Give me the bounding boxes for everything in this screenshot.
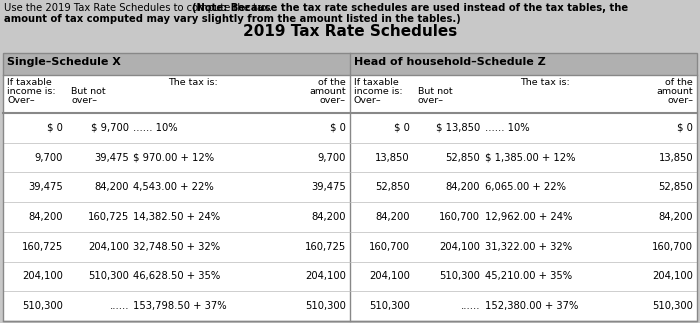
Text: 204,100: 204,100	[369, 271, 410, 281]
Text: 510,300: 510,300	[305, 301, 346, 311]
Text: 510,300: 510,300	[439, 271, 480, 281]
Text: amount: amount	[657, 87, 693, 96]
Text: income is:: income is:	[354, 87, 402, 96]
Text: of the: of the	[318, 78, 346, 87]
Text: But not: But not	[71, 87, 106, 96]
Text: (Note: Because the tax rate schedules are used instead of the tax tables, the: (Note: Because the tax rate schedules ar…	[193, 3, 629, 13]
Text: $ 0: $ 0	[47, 123, 63, 133]
Text: 13,850: 13,850	[375, 152, 410, 162]
Text: income is:: income is:	[7, 87, 55, 96]
Text: 160,700: 160,700	[652, 242, 693, 252]
Text: 510,300: 510,300	[88, 271, 129, 281]
Text: $ 9,700: $ 9,700	[91, 123, 129, 133]
Text: amount: amount	[309, 87, 346, 96]
Text: 204,100: 204,100	[88, 242, 129, 252]
Text: 84,200: 84,200	[445, 182, 480, 192]
Text: $ 0: $ 0	[330, 123, 346, 133]
Text: 204,100: 204,100	[439, 242, 480, 252]
Text: over–: over–	[71, 96, 97, 105]
Text: 2019 Tax Rate Schedules: 2019 Tax Rate Schedules	[243, 24, 457, 39]
Text: $ 13,850: $ 13,850	[435, 123, 480, 133]
Text: 39,475: 39,475	[28, 182, 63, 192]
Text: amount of tax computed may vary slightly from the amount listed in the tables.): amount of tax computed may vary slightly…	[4, 14, 461, 24]
Text: 52,850: 52,850	[658, 182, 693, 192]
Text: ......: ......	[461, 301, 480, 311]
Text: 160,700: 160,700	[439, 212, 480, 222]
Text: $ 0: $ 0	[394, 123, 410, 133]
Text: 9,700: 9,700	[34, 152, 63, 162]
Text: Use the 2019 Tax Rate Schedules to compute the tax.: Use the 2019 Tax Rate Schedules to compu…	[4, 3, 275, 13]
Text: over–: over–	[418, 96, 444, 105]
Text: $ 970.00 + 12%: $ 970.00 + 12%	[133, 152, 214, 162]
Text: 84,200: 84,200	[94, 182, 129, 192]
Text: Over–: Over–	[7, 96, 34, 105]
Text: The tax is:: The tax is:	[168, 78, 218, 87]
Text: 84,200: 84,200	[312, 212, 346, 222]
Text: Single–Schedule X: Single–Schedule X	[7, 57, 121, 67]
Text: 52,850: 52,850	[375, 182, 410, 192]
Text: 6,065.00 + 22%: 6,065.00 + 22%	[485, 182, 566, 192]
Text: 39,475: 39,475	[312, 182, 346, 192]
Text: If taxable: If taxable	[7, 78, 52, 87]
Text: Head of household–Schedule Z: Head of household–Schedule Z	[354, 57, 546, 67]
Text: 510,300: 510,300	[652, 301, 693, 311]
Text: 204,100: 204,100	[652, 271, 693, 281]
Text: 45,210.00 + 35%: 45,210.00 + 35%	[485, 271, 572, 281]
Bar	[3, 53, 697, 321]
Text: 31,322.00 + 32%: 31,322.00 + 32%	[485, 242, 572, 252]
Text: 12,962.00 + 24%: 12,962.00 + 24%	[485, 212, 573, 222]
Bar	[3, 53, 697, 75]
Text: $ 0: $ 0	[677, 123, 693, 133]
Text: 84,200: 84,200	[375, 212, 410, 222]
Text: 160,725: 160,725	[22, 242, 63, 252]
Text: 4,543.00 + 22%: 4,543.00 + 22%	[133, 182, 214, 192]
Text: ......: ......	[109, 301, 129, 311]
Text: 153,798.50 + 37%: 153,798.50 + 37%	[133, 301, 227, 311]
Text: 46,628.50 + 35%: 46,628.50 + 35%	[133, 271, 220, 281]
Text: of the: of the	[665, 78, 693, 87]
Text: 152,380.00 + 37%: 152,380.00 + 37%	[485, 301, 578, 311]
Text: 84,200: 84,200	[29, 212, 63, 222]
Text: over–: over–	[320, 96, 346, 105]
Text: Over–: Over–	[354, 96, 382, 105]
Text: The tax is:: The tax is:	[520, 78, 570, 87]
Text: 160,725: 160,725	[304, 242, 346, 252]
Text: 52,850: 52,850	[445, 152, 480, 162]
Text: 14,382.50 + 24%: 14,382.50 + 24%	[133, 212, 220, 222]
Text: If taxable: If taxable	[354, 78, 399, 87]
Text: 84,200: 84,200	[659, 212, 693, 222]
Text: 204,100: 204,100	[22, 271, 63, 281]
Text: ...... 10%: ...... 10%	[485, 123, 530, 133]
Text: 39,475: 39,475	[94, 152, 129, 162]
Text: 510,300: 510,300	[369, 301, 410, 311]
Text: 9,700: 9,700	[318, 152, 346, 162]
Text: 32,748.50 + 32%: 32,748.50 + 32%	[133, 242, 220, 252]
Text: ...... 10%: ...... 10%	[133, 123, 178, 133]
Text: But not: But not	[418, 87, 453, 96]
Text: 204,100: 204,100	[305, 271, 346, 281]
Text: 160,700: 160,700	[369, 242, 410, 252]
Text: 510,300: 510,300	[22, 301, 63, 311]
Text: $ 1,385.00 + 12%: $ 1,385.00 + 12%	[485, 152, 575, 162]
Text: 160,725: 160,725	[88, 212, 129, 222]
Bar	[3, 53, 697, 321]
Text: over–: over–	[667, 96, 693, 105]
Text: 13,850: 13,850	[659, 152, 693, 162]
